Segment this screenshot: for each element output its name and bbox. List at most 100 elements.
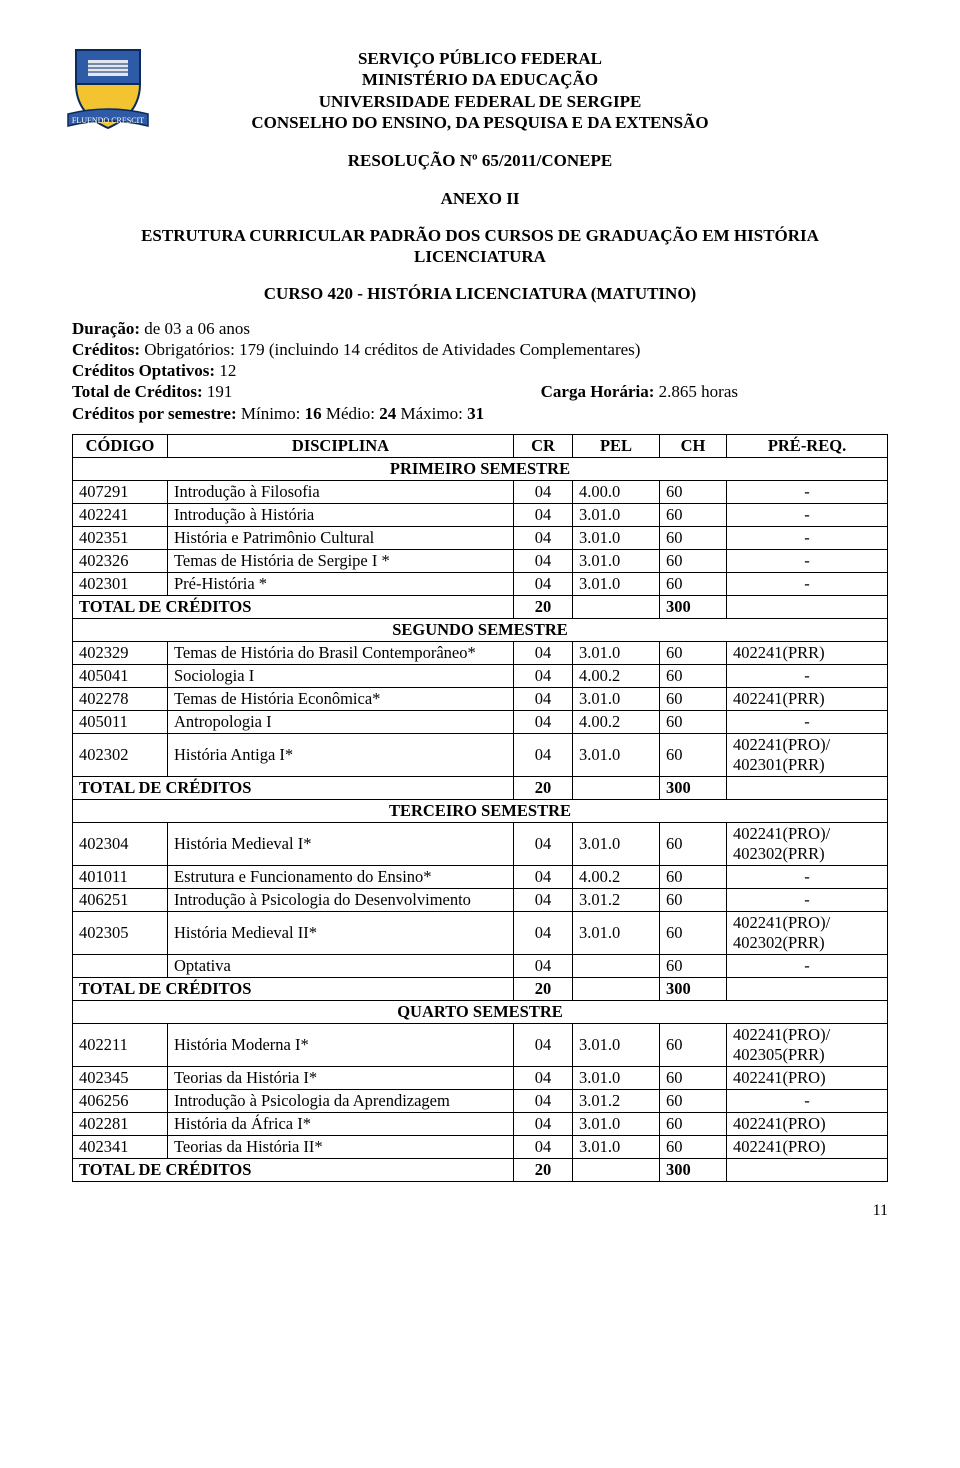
- cell-pel: 3.01.0: [573, 1066, 660, 1089]
- cell-code: 402329: [73, 641, 168, 664]
- total-label: TOTAL DE CRÉDITOS: [73, 595, 514, 618]
- table-row: 402329Temas de História do Brasil Contem…: [73, 641, 888, 664]
- cell-ch: 60: [660, 641, 727, 664]
- meta-carga-label: Carga Horária:: [541, 382, 655, 401]
- total-pre: [727, 595, 888, 618]
- cell-disc: História da África I*: [168, 1112, 514, 1135]
- cell-disc: Introdução à Filosofia: [168, 480, 514, 503]
- institution-logo: FLUENDO CRESCIT: [66, 44, 150, 140]
- cell-pel: 3.01.0: [573, 526, 660, 549]
- total-pre: [727, 776, 888, 799]
- cell-cr: 04: [514, 733, 573, 776]
- cell-code: 402351: [73, 526, 168, 549]
- header-line-2: MINISTÉRIO DA EDUCAÇÃO: [72, 69, 888, 90]
- cell-code: 402301: [73, 572, 168, 595]
- cell-pel: 3.01.0: [573, 1112, 660, 1135]
- cell-pel: 4.00.2: [573, 664, 660, 687]
- cell-pel: 3.01.0: [573, 641, 660, 664]
- total-pre: [727, 1158, 888, 1181]
- cell-pre: -: [727, 954, 888, 977]
- cell-disc: História e Patrimônio Cultural: [168, 526, 514, 549]
- section-terceiro-label: TERCEIRO SEMESTRE: [73, 799, 888, 822]
- section-quarto-label: QUARTO SEMESTRE: [73, 1000, 888, 1023]
- meta-duracao-label: Duração:: [72, 319, 140, 338]
- cell-disc: História Medieval II*: [168, 911, 514, 954]
- header-lines: SERVIÇO PÚBLICO FEDERAL MINISTÉRIO DA ED…: [72, 48, 888, 133]
- section-segundo: SEGUNDO SEMESTRE: [73, 618, 888, 641]
- cell-pel: 3.01.0: [573, 572, 660, 595]
- cell-ch: 60: [660, 503, 727, 526]
- estrutura-line-1: ESTRUTURA CURRICULAR PADRÃO DOS CURSOS D…: [72, 225, 888, 246]
- meta-semestre-sep: Mínimo:: [237, 404, 305, 423]
- cell-pre: 402241(PRO)/ 402301(PRR): [727, 733, 888, 776]
- table-row: 402211História Moderna I*043.01.06040224…: [73, 1023, 888, 1066]
- cell-pel: 3.01.0: [573, 911, 660, 954]
- meta-duracao-value: de 03 a 06 anos: [140, 319, 250, 338]
- total-ch: 300: [660, 1158, 727, 1181]
- cell-code: 402345: [73, 1066, 168, 1089]
- cell-disc: Introdução à História: [168, 503, 514, 526]
- cell-disc: Teorias da História II*: [168, 1135, 514, 1158]
- cell-code: [73, 954, 168, 977]
- section-segundo-label: SEGUNDO SEMESTRE: [73, 618, 888, 641]
- total-row: TOTAL DE CRÉDITOS20300: [73, 977, 888, 1000]
- cell-cr: 04: [514, 572, 573, 595]
- cell-disc: Sociologia I: [168, 664, 514, 687]
- meta-carga-value: 2.865 horas: [654, 382, 738, 401]
- table-row: 406256Introdução à Psicologia da Aprendi…: [73, 1089, 888, 1112]
- meta-block: Duração: de 03 a 06 anos Créditos: Obrig…: [72, 318, 888, 424]
- meta-creditos-opt: Créditos Optativos: 12: [72, 360, 888, 381]
- meta-med: 24: [379, 404, 396, 423]
- cell-pre: 402241(PRR): [727, 641, 888, 664]
- cell-pre: 402241(PRO): [727, 1066, 888, 1089]
- cell-ch: 60: [660, 733, 727, 776]
- cell-disc: Temas de História do Brasil Contemporâne…: [168, 641, 514, 664]
- cell-cr: 04: [514, 480, 573, 503]
- meta-total-value: 191: [203, 382, 233, 401]
- cell-code: 402211: [73, 1023, 168, 1066]
- cell-code: 406256: [73, 1089, 168, 1112]
- cell-pre: -: [727, 865, 888, 888]
- cell-cr: 04: [514, 526, 573, 549]
- cell-pel: 3.01.2: [573, 888, 660, 911]
- resolution-title: RESOLUÇÃO Nº 65/2011/CONEPE: [72, 151, 888, 171]
- meta-semestre: Créditos por semestre: Mínimo: 16 Médio:…: [72, 403, 888, 424]
- meta-creditos-opt-label: Créditos Optativos:: [72, 361, 215, 380]
- total-ch: 300: [660, 977, 727, 1000]
- cell-disc: Temas de História de Sergipe I *: [168, 549, 514, 572]
- cell-code: 405041: [73, 664, 168, 687]
- total-cr: 20: [514, 776, 573, 799]
- cell-pre: -: [727, 1089, 888, 1112]
- col-ch: CH: [660, 434, 727, 457]
- table-row: 402345Teorias da História I*043.01.06040…: [73, 1066, 888, 1089]
- cell-ch: 60: [660, 526, 727, 549]
- cell-pre: -: [727, 710, 888, 733]
- cell-pel: 4.00.2: [573, 865, 660, 888]
- cell-code: 402305: [73, 911, 168, 954]
- cell-code: 402278: [73, 687, 168, 710]
- total-label: TOTAL DE CRÉDITOS: [73, 1158, 514, 1181]
- table-row: 402281História da África I*043.01.060402…: [73, 1112, 888, 1135]
- cell-code: 401011: [73, 865, 168, 888]
- section-quarto: QUARTO SEMESTRE: [73, 1000, 888, 1023]
- col-cr: CR: [514, 434, 573, 457]
- col-prereq: PRÉ-REQ.: [727, 434, 888, 457]
- section-primeiro: PRIMEIRO SEMESTRE: [73, 457, 888, 480]
- cell-disc: Optativa: [168, 954, 514, 977]
- cell-disc: Pré-História *: [168, 572, 514, 595]
- cell-code: 402281: [73, 1112, 168, 1135]
- total-pel: [573, 1158, 660, 1181]
- cell-cr: 04: [514, 1112, 573, 1135]
- meta-carga: Carga Horária: 2.865 horas: [541, 381, 888, 402]
- cell-code: 405011: [73, 710, 168, 733]
- cell-cr: 04: [514, 954, 573, 977]
- table-row: 405011Antropologia I044.00.260-: [73, 710, 888, 733]
- table-row: 402302História Antiga I*043.01.060402241…: [73, 733, 888, 776]
- cell-cr: 04: [514, 687, 573, 710]
- header-line-1: SERVIÇO PÚBLICO FEDERAL: [72, 48, 888, 69]
- meta-semestre-label: Créditos por semestre:: [72, 404, 237, 423]
- cell-ch: 60: [660, 954, 727, 977]
- cell-pel: 3.01.0: [573, 822, 660, 865]
- cell-cr: 04: [514, 911, 573, 954]
- table-header-row: CÓDIGO DISCIPLINA CR PEL CH PRÉ-REQ.: [73, 434, 888, 457]
